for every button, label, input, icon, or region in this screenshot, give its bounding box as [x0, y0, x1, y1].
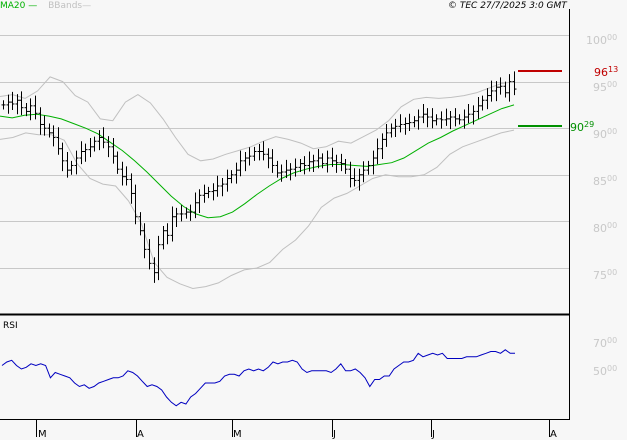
legend-bbands: BBands—: [48, 1, 92, 11]
x-axis-ticks: [36, 420, 550, 437]
ma20-line: [0, 104, 515, 219]
copyright-timestamp: © TEC 27/7/2025 3:0 GMT: [448, 1, 567, 11]
rsi-title: RSI: [3, 321, 18, 331]
x-label-mar: M: [38, 429, 47, 440]
y-label-85: 8500: [593, 174, 618, 188]
support-label: 9029: [570, 120, 595, 134]
x-label-jul: J: [432, 429, 435, 440]
x-label-aug: A: [550, 429, 557, 440]
y-label-75: 7500: [593, 268, 618, 282]
chart-legend: MA20 — BBands—: [0, 0, 91, 12]
rsi-label-70: 7000: [593, 336, 618, 350]
x-label-may: M: [233, 429, 242, 440]
rsi-label-50: 5000: [593, 364, 618, 378]
bbands-lines: [0, 76, 515, 290]
y-label-100: 10000: [586, 33, 618, 47]
x-label-apr: A: [137, 429, 144, 440]
legend-ma20: MA20 —: [0, 1, 38, 11]
rsi-line: [1, 349, 515, 407]
grid-lines: [0, 35, 569, 269]
y-label-90: 9000: [593, 127, 618, 141]
y-label-95: 9500: [593, 80, 618, 94]
x-label-jun: J: [333, 429, 336, 440]
y-label-80: 8000: [593, 221, 618, 235]
resistance-label: 9613: [594, 65, 619, 79]
price-bars: [1, 71, 517, 283]
